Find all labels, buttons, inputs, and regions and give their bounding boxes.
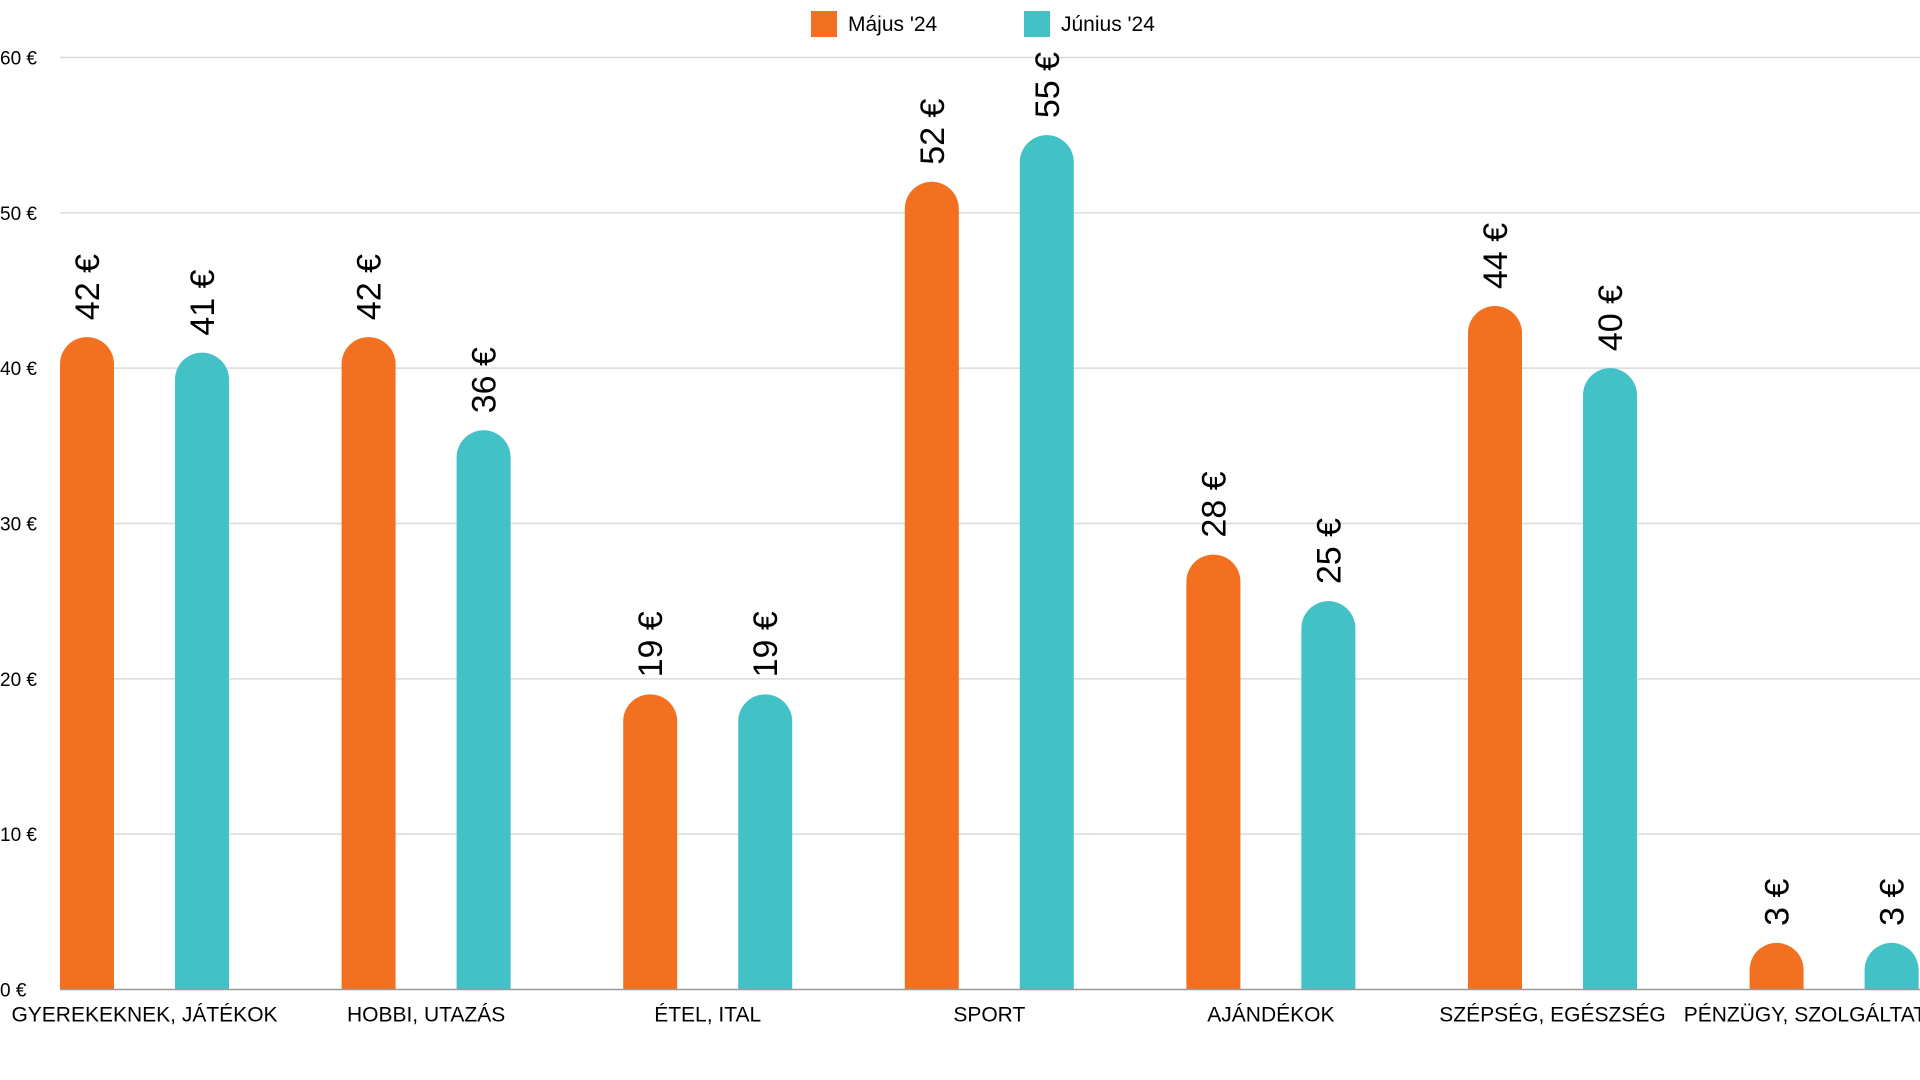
y-tick-label: 30 €: [0, 515, 37, 536]
x-tick-label: HOBBI, UTAZÁS: [347, 1004, 505, 1027]
bar: [1468, 306, 1522, 990]
bar: [1019, 135, 1074, 990]
gridlines: [60, 56, 1920, 835]
x-axis: GYEREKEKNEK, JÁTÉKOK HOBBI, UTAZÁS ÉTEL, I…: [11, 1004, 1920, 1027]
bar: [738, 694, 793, 990]
y-tick-label: 20 €: [0, 670, 37, 691]
legend-swatch: [1024, 11, 1050, 37]
data-label: 55 €: [1029, 52, 1067, 118]
y-tick-label: 0 €: [0, 981, 27, 1002]
x-tick-label: SPORT: [953, 1004, 1025, 1027]
legend-label: Május '24: [848, 13, 938, 36]
bar: [456, 430, 511, 990]
y-axis: 0 € 10 € 20 € 30 € 40 € 50 € 60 €: [0, 49, 37, 1002]
bar: [60, 337, 114, 990]
bar: [341, 337, 396, 990]
bar: [623, 694, 678, 990]
bar: [1749, 942, 1804, 990]
data-label: 3 €: [1874, 879, 1912, 926]
bar: [904, 181, 959, 990]
data-label: 19 €: [747, 611, 785, 677]
data-labels: 42 € 41 € 42 € 36 € 19 € 19 € 52 € 55 € 28 € 25 €…: [69, 52, 1912, 926]
y-tick-label: 60 €: [0, 49, 37, 70]
data-label: 19 €: [632, 611, 670, 677]
data-label: 40 €: [1592, 285, 1630, 351]
data-label: 41 €: [184, 269, 222, 335]
y-tick-label: 50 €: [0, 204, 37, 225]
data-label: 42 €: [69, 254, 107, 320]
x-tick-label: PÉNZÜGY, SZOLGÁLTATÁSOK: [1684, 1004, 1920, 1027]
legend: Május '24 Június '24: [811, 11, 1155, 37]
data-label: 3 €: [1759, 879, 1797, 926]
data-label: 36 €: [466, 347, 504, 413]
x-tick-label: AJÁNDÉKOK: [1207, 1004, 1334, 1027]
bar: [1186, 554, 1241, 990]
data-label: 52 €: [914, 99, 952, 165]
data-label: 28 €: [1195, 471, 1233, 537]
bar: [1583, 368, 1637, 990]
x-tick-label: ÉTEL, ITAL: [654, 1004, 761, 1027]
x-tick-label: GYEREKEKNEK, JÁTÉKOK: [11, 1004, 277, 1027]
data-label: 25 €: [1310, 518, 1348, 584]
bar: [1301, 601, 1356, 990]
bars: [60, 135, 1919, 990]
y-tick-label: 40 €: [0, 359, 37, 380]
y-tick-label: 10 €: [0, 825, 37, 846]
data-label: 44 €: [1477, 223, 1515, 289]
bar: [1864, 942, 1919, 990]
data-label: 42 €: [351, 254, 389, 320]
x-tick-label: SZÉPSÉG, EGÉSZSÉG: [1439, 1004, 1665, 1027]
legend-label: Június '24: [1061, 13, 1155, 36]
bar: [175, 352, 229, 990]
legend-swatch: [811, 11, 837, 37]
